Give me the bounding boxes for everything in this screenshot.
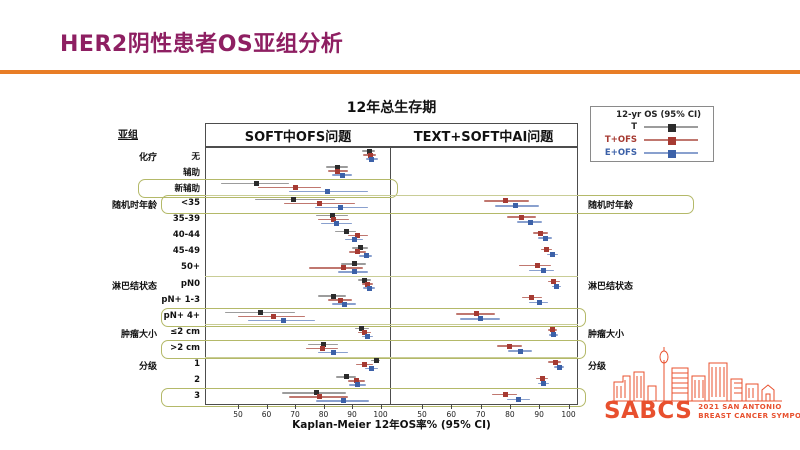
sabcs-logo: SABCS 2021 SAN ANTONIO BREAST CANCER SYM…	[598, 344, 800, 444]
axis-tick	[380, 405, 382, 409]
t-marker-icon	[642, 122, 700, 132]
sabcs-line1: 2021 SAN ANTONIO	[698, 403, 782, 411]
axis-tick	[323, 405, 325, 409]
row-label: >2 cm	[170, 343, 200, 354]
category-label: 分级	[138, 362, 157, 373]
sabcs-skyline-icon	[612, 347, 782, 402]
category-label: 肿瘤大小	[120, 329, 157, 340]
category-label-right: 随机时年龄	[588, 200, 634, 211]
row-label: 40-44	[172, 230, 200, 241]
row-label: pN+ 1-3	[161, 294, 200, 305]
forest-plot-area	[205, 147, 578, 405]
axis-tick	[422, 405, 423, 409]
row-label: pN+ 4+	[163, 310, 200, 321]
panel-divider	[390, 147, 391, 405]
row-label: ≤2 cm	[170, 326, 200, 337]
x-axis-label: Kaplan-Meier 12年OS率% (95% CI)	[292, 419, 491, 431]
sabcs-line2: BREAST CANCER SYMPOSIUM	[698, 411, 800, 420]
row-label: <35	[181, 197, 200, 208]
row-label: 2	[194, 375, 200, 386]
legend-label-t: T	[631, 121, 637, 132]
panel-header-soft: SOFT中OFS问题	[205, 123, 391, 147]
legend-title: 12-yr OS (95% CI)	[616, 110, 701, 120]
axis-tick	[238, 405, 239, 409]
chart-title: 12年总生存期	[346, 100, 437, 116]
legend-row-e-ofs: E+OFS	[593, 146, 709, 159]
page-title: HER2阴性患者OS亚组分析	[60, 32, 344, 57]
title-rule	[0, 70, 800, 74]
category-label: 淋巴结状态	[111, 281, 157, 292]
category-label-right: 淋巴结状态	[588, 281, 634, 292]
row-label: 50+	[181, 262, 200, 273]
sabcs-logo-text: SABCS 2021 SAN ANTONIO BREAST CANCER SYM…	[604, 398, 800, 424]
row-label: 45-49	[172, 246, 200, 257]
legend-label-e-ofs: E+OFS	[604, 147, 637, 158]
category-label-right: 肿瘤大小	[588, 329, 625, 340]
e-ofs-marker-icon	[642, 148, 700, 158]
row-label: 1	[194, 359, 200, 370]
legend-label-t-ofs: T+OFS	[604, 134, 637, 145]
subgroup-column-header: 亚组	[118, 130, 138, 141]
axis-tick	[266, 405, 268, 409]
category-label: 随机时年龄	[111, 200, 157, 211]
axis-tick	[352, 405, 353, 409]
row-label: 无	[191, 151, 200, 162]
row-label: 35-39	[172, 214, 200, 225]
legend-row-t-ofs: T+OFS	[593, 133, 709, 146]
axis-tick	[480, 405, 482, 409]
row-label: 辅助	[182, 167, 200, 178]
axis-tick	[568, 405, 570, 409]
category-label: 化疗	[138, 152, 157, 163]
row-label: pN0	[180, 278, 200, 289]
axis-tick	[451, 405, 453, 409]
row-label: 3	[194, 391, 200, 402]
t-ofs-marker-icon	[642, 135, 700, 145]
legend-row-t: T	[593, 120, 709, 133]
row-label: 新辅助	[174, 183, 200, 194]
axis-tick	[509, 405, 511, 409]
legend: 12-yr OS (95% CI) T T+OFS E+OFS	[590, 106, 714, 162]
panel-header-text-soft: TEXT+SOFT中AI问题	[390, 123, 578, 147]
sabcs-acronym: SABCS	[604, 398, 693, 424]
axis-tick	[295, 405, 296, 409]
axis-tick	[539, 405, 541, 409]
